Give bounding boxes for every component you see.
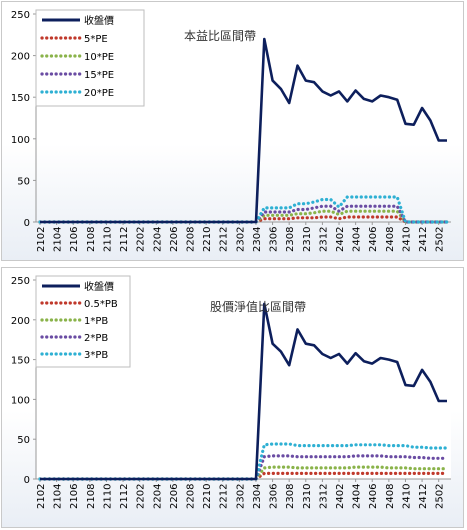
x-tick-label: 2202	[136, 227, 147, 252]
y-tick-label: 0	[24, 218, 30, 229]
x-tick-label: 2308	[285, 484, 296, 509]
x-tick-label: 2208	[186, 484, 197, 509]
x-tick-label: 2304	[252, 484, 263, 509]
x-tick-label: 2412	[418, 227, 429, 252]
legend-label: 20*PE	[84, 88, 114, 99]
x-tick-label: 2306	[269, 227, 280, 252]
x-tick-label: 2212	[219, 484, 230, 509]
x-tick-label: 2310	[302, 484, 313, 509]
y-tick-label: 250	[11, 276, 30, 287]
y-tick-label: 150	[11, 356, 30, 367]
x-tick-label: 2110	[102, 227, 113, 252]
x-tick-label: 2206	[169, 227, 180, 252]
y-tick-label: 250	[11, 10, 30, 21]
legend-label: 收盤價	[84, 14, 114, 27]
pe-band-chart-panel: 0 50 100 150 200 250 2102 2104 2106 2108 2110 2112 2…	[1, 1, 464, 261]
x-tick-label: 2310	[302, 227, 313, 252]
x-tick-label: 2312	[318, 484, 329, 509]
legend-label: 1*PB	[84, 316, 108, 327]
series-line-pe-3	[38, 204, 449, 224]
y-tick-label: 150	[11, 93, 30, 104]
x-tick-label: 2304	[252, 227, 263, 252]
y-tick-label: 200	[11, 316, 30, 327]
x-tick-label: 2402	[335, 484, 346, 509]
x-tick-label: 2104	[53, 484, 64, 509]
chart-title: 本益比區間帶	[184, 29, 256, 43]
x-tick-label: 2410	[401, 227, 412, 252]
x-tick-label: 2206	[169, 484, 180, 509]
pb-band-chart: 0 50 100 150 200 250 2102 2104 2106 2108 2110 2112 2…	[11, 275, 451, 509]
x-tick-label: 2302	[235, 484, 246, 509]
y-tick-label: 100	[11, 135, 30, 146]
x-tick-label: 2402	[335, 227, 346, 252]
legend-label: 10*PE	[84, 52, 114, 63]
legend-label: 0.5*PB	[84, 299, 118, 310]
legend-label: 15*PE	[84, 70, 114, 81]
x-tick-label: 2208	[186, 227, 197, 252]
legend-label: 3*PB	[84, 350, 108, 361]
y-tick-label: 50	[17, 435, 30, 446]
legend-box	[35, 9, 145, 107]
y-tick-label: 0	[24, 475, 30, 486]
x-tick-label: 2406	[368, 227, 379, 252]
pb-band-chart-panel: 0 50 100 150 200 250 2102 2104 2106 2108 2110 2112 2…	[1, 267, 464, 528]
x-tick-label: 2410	[401, 484, 412, 509]
x-tick-label: 2104	[53, 227, 64, 252]
x-tick-label: 2106	[69, 484, 80, 509]
x-tick-label: 2102	[36, 227, 47, 252]
x-tick-label: 2404	[352, 484, 363, 509]
x-tick-label: 2302	[235, 227, 246, 252]
x-tick-label: 2108	[86, 484, 97, 509]
series-line-pb-0	[40, 302, 447, 481]
x-tick-label: 2108	[86, 227, 97, 252]
x-tick-label: 2502	[435, 227, 446, 252]
x-tick-label: 2112	[119, 484, 130, 509]
x-tick-label: 2212	[219, 227, 230, 252]
x-tick-label: 2408	[385, 484, 396, 509]
x-tick-label: 2412	[418, 484, 429, 509]
pe-band-chart: 0 50 100 150 200 250 2102 2104 2106 2108 2110 2112 2…	[11, 9, 451, 252]
series-line-pe-0	[40, 37, 447, 224]
x-tick-label: 2202	[136, 484, 147, 509]
x-tick-label: 2210	[202, 227, 213, 252]
x-tick-label: 2306	[269, 484, 280, 509]
legend-label: 2*PB	[84, 333, 108, 344]
legend-label: 收盤價	[84, 280, 114, 293]
x-tick-label: 2308	[285, 227, 296, 252]
x-tick-label: 2210	[202, 484, 213, 509]
legend-label: 5*PE	[84, 34, 108, 45]
x-tick-label: 2404	[352, 227, 363, 252]
x-tick-label: 2106	[69, 227, 80, 252]
y-tick-label: 200	[11, 52, 30, 63]
x-tick-label: 2110	[102, 484, 113, 509]
x-tick-label: 2502	[435, 484, 446, 509]
chart-title: 股價淨值比區間帶	[210, 299, 306, 314]
y-tick-label: 50	[17, 176, 30, 187]
x-tick-label: 2204	[152, 227, 163, 252]
y-tick-label: 100	[11, 395, 30, 406]
x-tick-label: 2112	[119, 227, 130, 252]
x-tick-label: 2406	[368, 484, 379, 509]
x-tick-label: 2102	[36, 484, 47, 509]
x-tick-label: 2312	[318, 227, 329, 252]
x-tick-label: 2408	[385, 227, 396, 252]
x-tick-label: 2204	[152, 484, 163, 509]
